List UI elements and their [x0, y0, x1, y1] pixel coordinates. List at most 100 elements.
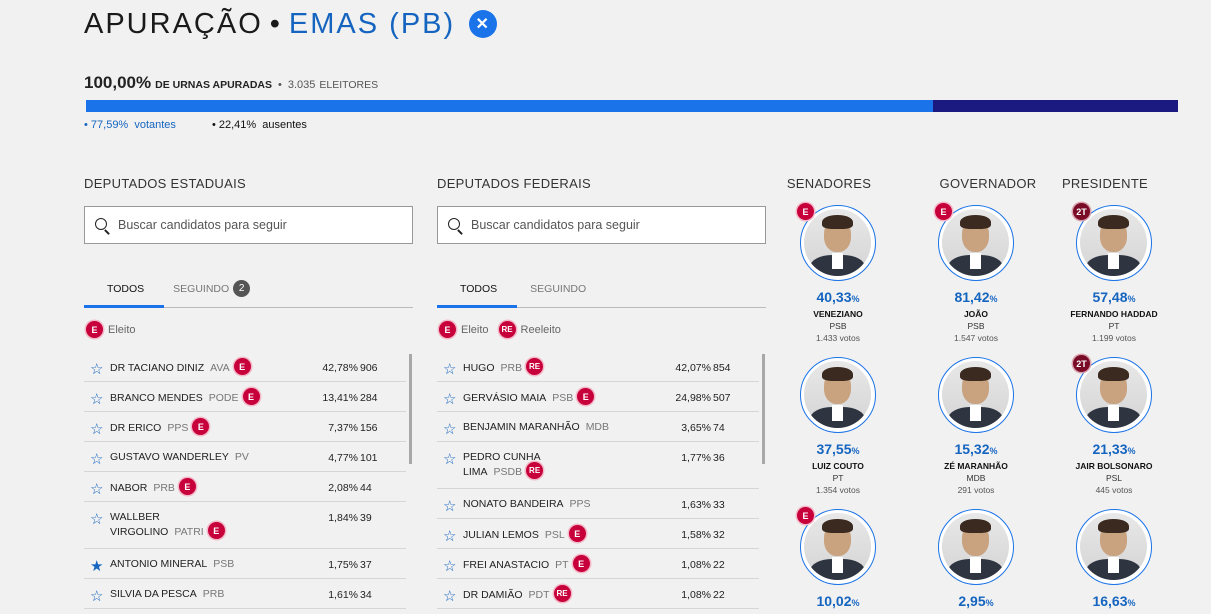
candidate-photo[interactable]	[1076, 205, 1152, 281]
candidate-row[interactable]: ☆ GERVÁSIO MAIA PSB E 24,98% 507	[437, 382, 759, 412]
estaduais-search-input[interactable]	[118, 218, 398, 232]
follow-star-icon[interactable]: ☆	[443, 391, 457, 408]
elected-badge: E	[439, 321, 456, 338]
candidate-photo[interactable]	[800, 509, 876, 585]
senadores-candidate[interactable]: 37,55% LUIZ COUTO PT 1.354 votos	[778, 357, 898, 495]
absent-pct: • 22,41%	[211, 119, 257, 131]
candidate-votes: 22	[713, 589, 725, 601]
voters-label: eleitores	[319, 79, 379, 91]
elected-badge: E	[577, 388, 595, 405]
photo-hair	[960, 215, 991, 229]
estaduais-search[interactable]	[84, 206, 413, 244]
follow-star-icon[interactable]: ☆	[443, 558, 457, 575]
candidate-votes: 291 votos	[957, 485, 995, 495]
candidate-party: PSB	[829, 321, 847, 331]
candidate-row[interactable]: ☆ FREI ANASTACIO PT E 1,08% 22	[437, 549, 759, 579]
governador-candidate[interactable]: E 81,42% JOÃO PSB 1.547 votos	[916, 203, 1036, 343]
follow-star-icon[interactable]: ☆	[443, 361, 457, 378]
candidate-row[interactable]: ★ ANTONIO MINERAL PSB 1,75% 37	[84, 549, 406, 579]
tab-todos-label: TODOS	[107, 283, 145, 295]
tab-seguindo-label: SEGUINDO	[173, 283, 230, 295]
candidate-party: PODE	[208, 391, 239, 404]
photo-shirt	[832, 405, 843, 421]
candidate-pct: 3,65%	[681, 422, 711, 434]
follow-star-icon[interactable]: ☆	[90, 451, 104, 468]
voters-count: 3.035	[287, 79, 316, 91]
candidate-photo[interactable]	[938, 509, 1014, 585]
candidate-row[interactable]: ☆ SILVIA DA PESCA PRB 1,61% 34	[84, 579, 406, 609]
candidate-photo[interactable]	[938, 205, 1014, 281]
candidate-row[interactable]: ☆ HUGO PRB RE 42,07% 854	[437, 352, 759, 382]
candidate-row[interactable]: ☆ WALLBER VIRGOLINO PATRI E 1,84% 39	[84, 502, 406, 549]
senadores-candidate[interactable]: E 10,02%	[778, 507, 898, 609]
candidate-votes: 32	[713, 529, 725, 541]
candidate-votes: 284	[360, 392, 378, 404]
presidente-candidate[interactable]: 2T 57,48% FERNANDO HADDAD PT 1.199 votos	[1054, 203, 1174, 343]
federais-search[interactable]	[437, 206, 766, 244]
tab-seguindo[interactable]: SEGUINDO	[517, 278, 606, 308]
candidate-row[interactable]: ☆ NABOR PRB E 2,08% 44	[84, 472, 406, 502]
legend-eleito-label: Eleito	[461, 323, 489, 336]
follow-star-icon[interactable]: ☆	[443, 498, 457, 515]
governador-candidate[interactable]: 15,32% ZÉ MARANHÃO MDB 291 votos	[916, 357, 1036, 495]
follow-star-icon[interactable]: ☆	[90, 361, 104, 378]
photo-hair	[960, 519, 991, 533]
candidate-party: PT	[832, 473, 844, 483]
follow-star-icon[interactable]: ☆	[90, 588, 104, 605]
photo-inner	[1080, 513, 1147, 580]
candidate-votes: 34	[360, 589, 372, 601]
tab-seguindo[interactable]: SEGUINDO 2	[164, 278, 270, 308]
candidate-party: MDB	[966, 473, 986, 483]
follow-star-icon[interactable]: ☆	[443, 528, 457, 545]
candidate-name: FERNANDO HADDAD	[1070, 309, 1158, 319]
candidate-row[interactable]: ☆ BRANCO MENDES PODE E 13,41% 284	[84, 382, 406, 412]
follow-star-icon[interactable]: ☆	[90, 421, 104, 438]
candidate-photo[interactable]	[800, 357, 876, 433]
federais-search-input[interactable]	[471, 218, 751, 232]
voters-legend: • 77,59% votantes	[84, 119, 176, 131]
reelected-badge: RE	[498, 321, 516, 338]
candidate-row[interactable]: ☆ GUSTAVO WANDERLEY PV 4,77% 101	[84, 442, 406, 472]
tab-todos[interactable]: TODOS	[84, 278, 165, 308]
follow-star-icon[interactable]: ☆	[90, 511, 104, 528]
photo-hair	[960, 367, 991, 381]
follow-star-icon[interactable]: ☆	[443, 588, 457, 605]
photo-hair	[822, 519, 853, 533]
senadores-candidate[interactable]: E 40,33% VENEZIANO PSB 1.433 votos	[778, 203, 898, 343]
candidate-pct-value: 40,33	[816, 289, 852, 305]
candidate-row[interactable]: ☆ DR TACIANO DINIZ AVA E 42,78% 906	[84, 352, 406, 382]
candidate-row[interactable]: ☆ NONATO BANDEIRA PPS 1,63% 33	[437, 489, 759, 519]
candidate-photo[interactable]	[1076, 509, 1152, 585]
follow-star-icon[interactable]: ☆	[90, 391, 104, 408]
photo-inner	[1080, 361, 1147, 428]
photo-inner	[804, 513, 871, 580]
tab-todos[interactable]: TODOS	[437, 278, 518, 308]
federais-legend: E Eleito RE Reeleito	[439, 321, 571, 338]
candidate-photo[interactable]	[800, 205, 876, 281]
presidente-candidate[interactable]: 16,63%	[1054, 509, 1174, 609]
urnas-summary: 100,00% de urnas apuradas • 3.035 eleito…	[84, 73, 378, 93]
candidate-row[interactable]: ☆ DR DAMIÃO PDT RE 1,08% 22	[437, 579, 759, 609]
candidate-row[interactable]: ☆ BENJAMIN MARANHÃO MDB 3,65% 74	[437, 412, 759, 442]
candidate-votes: 33	[713, 499, 725, 511]
candidate-photo[interactable]	[938, 357, 1014, 433]
photo-inner	[804, 209, 871, 276]
candidate-row[interactable]: ☆ PEDRO CUNHA LIMA PSDB RE 1,77% 36	[437, 442, 759, 489]
turnout-fill	[86, 100, 934, 112]
candidate-pct: 24,98%	[675, 392, 711, 404]
follow-star-icon[interactable]: ☆	[443, 421, 457, 438]
candidate-party: PRB	[153, 481, 175, 494]
candidate-name: ZÉ MARANHÃO	[944, 461, 1008, 471]
presidente-candidate[interactable]: 2T 21,33% JAIR BOLSONARO PSL 445 votos	[1054, 355, 1174, 495]
candidate-row[interactable]: ☆ DR ERICO PPS E 7,37% 156	[84, 412, 406, 442]
follow-star-icon[interactable]: ★	[90, 558, 104, 575]
follow-star-icon[interactable]: ☆	[443, 451, 457, 468]
governador-candidate[interactable]: 2,95%	[916, 509, 1036, 609]
estaduais-scrollbar[interactable]	[409, 354, 412, 464]
federais-scrollbar[interactable]	[762, 354, 765, 464]
candidate-row[interactable]: ☆ JULIAN LEMOS PSL E 1,58% 32	[437, 519, 759, 549]
follow-star-icon[interactable]: ☆	[90, 481, 104, 498]
pct-sign: %	[985, 598, 994, 608]
close-button[interactable]: ✕	[469, 10, 498, 38]
candidate-photo[interactable]	[1076, 357, 1152, 433]
